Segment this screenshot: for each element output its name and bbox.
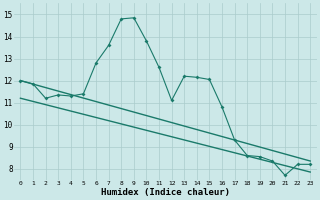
X-axis label: Humidex (Indice chaleur): Humidex (Indice chaleur) xyxy=(101,188,230,197)
